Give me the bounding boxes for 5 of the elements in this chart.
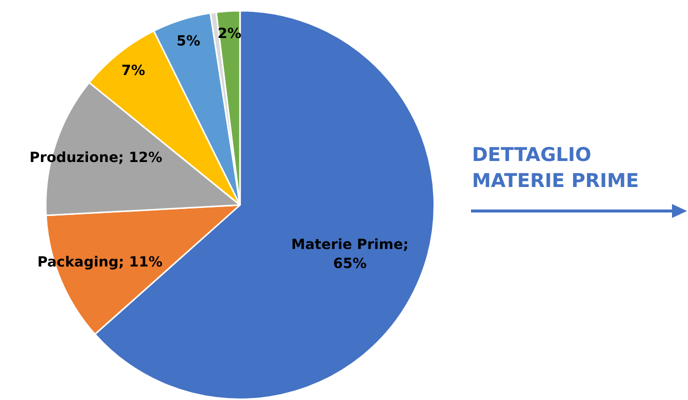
text: DETTAGLIO MATERIE PRIME xyxy=(472,143,640,194)
data-label: Produzione; 12% xyxy=(30,150,162,166)
data-label: Materie Prime; 65% xyxy=(291,236,409,272)
data-label: 5% xyxy=(176,34,200,50)
data-label: 7% xyxy=(121,63,146,80)
